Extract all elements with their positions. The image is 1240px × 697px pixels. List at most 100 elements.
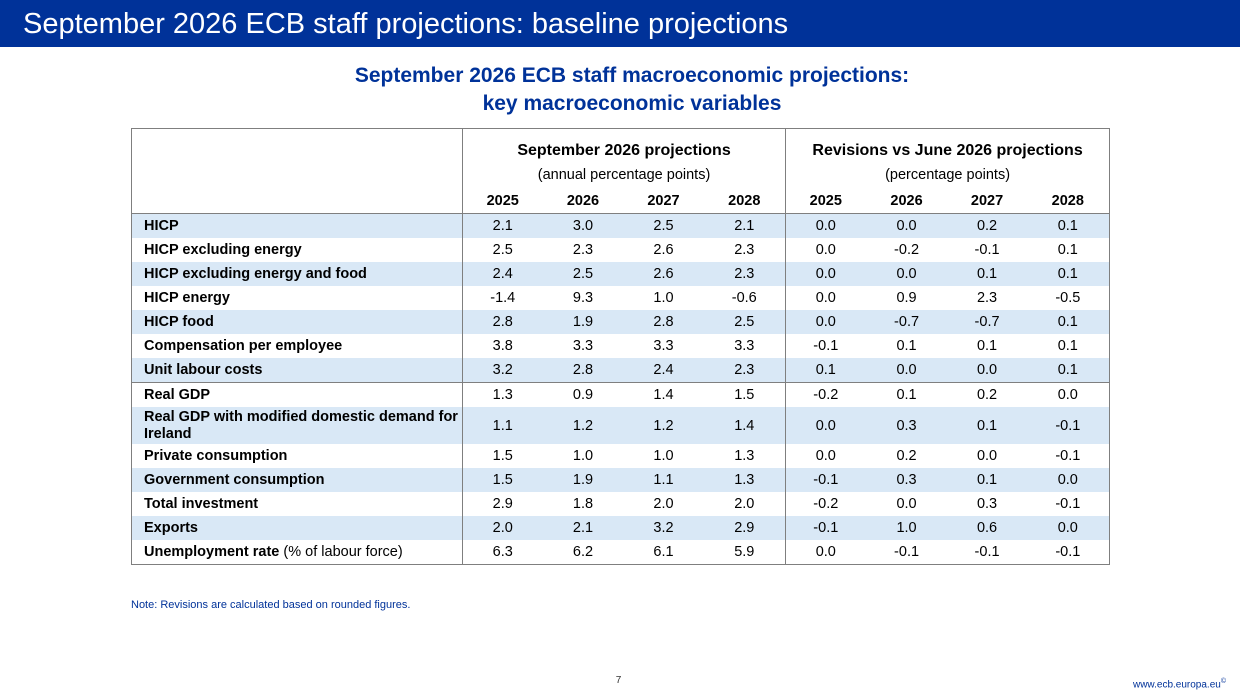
year-header-revisions-2025: 2025: [785, 189, 866, 214]
row-label: Private consumption: [131, 444, 463, 468]
row-label: Exports: [131, 516, 463, 540]
revision-value: 0.3: [865, 468, 948, 492]
revision-value: -0.1: [894, 544, 920, 560]
row-label-text: HICP excluding energy and food: [144, 265, 367, 282]
projection-value: 1.3: [734, 448, 755, 464]
projection-value: 6.1: [653, 544, 674, 560]
year-header-projections-2026: 2026: [542, 189, 624, 214]
row-label: HICP excluding energy: [131, 238, 463, 262]
row-label-text: Exports: [144, 519, 198, 536]
projection-value: 1.9: [542, 468, 624, 492]
projection-value: 3.2: [623, 516, 704, 540]
row-label-text: Unemployment rate: [144, 543, 280, 560]
projection-value: 1.5: [492, 448, 513, 464]
projection-value: 1.4: [623, 382, 704, 407]
revision-value: 0.1: [976, 338, 998, 354]
table-row: HICP energy -1.4 9.3 1.0 -0.6 0.0 0.9 2.3 -0.5: [131, 286, 1110, 310]
revision-value: 0.0: [785, 407, 866, 444]
row-label-text: HICP excluding energy: [144, 241, 302, 258]
projection-value: 2.8: [462, 310, 543, 334]
projection-value: 2.1: [703, 213, 786, 238]
row-label: Government consumption: [131, 468, 463, 492]
slide-header-bar: September 2026 ECB staff projections: ba…: [0, 0, 1240, 47]
projection-value: 2.3: [734, 242, 755, 258]
row-label-text: HICP: [144, 217, 179, 234]
revision-value: -0.1: [1055, 448, 1081, 464]
table-row: Real GDP with modified domestic demand f…: [131, 407, 1110, 444]
row-label-text: Government consumption: [144, 471, 325, 488]
projection-value: 1.0: [572, 448, 594, 464]
row-label-text: HICP energy: [144, 289, 230, 306]
projection-value: 3.3: [572, 338, 594, 354]
projection-value: 2.6: [653, 242, 674, 258]
group-header-revisions: Revisions vs June 2026 projections: [785, 128, 1110, 160]
revision-value: 0.0: [785, 286, 866, 310]
row-label: Unemployment rate (% of labour force): [131, 540, 463, 565]
projection-value: 1.3: [462, 382, 543, 407]
group-header-projections: September 2026 projections: [517, 142, 731, 159]
revision-value: 0.1: [1057, 242, 1078, 258]
revision-value: 0.1: [1057, 338, 1078, 354]
revision-value: 0.1: [1026, 262, 1110, 286]
projection-value: 1.2: [623, 407, 704, 444]
revision-value: 0.0: [785, 444, 866, 468]
revision-value: -0.7: [947, 310, 1027, 334]
revision-value: -0.1: [785, 468, 866, 492]
header-blank-cell: [131, 128, 463, 214]
projection-value: 1.4: [703, 407, 786, 444]
table-row: Total investment 2.9 1.8 2.0 2.0 -0.2 0.0 0.3 -0…: [131, 492, 1110, 516]
revision-value: 0.0: [865, 213, 948, 238]
revision-value: -0.1: [1026, 407, 1110, 444]
row-label-text: Real GDP: [144, 386, 211, 403]
projection-value: 2.3: [572, 242, 594, 258]
table-row: HICP excluding energy 2.5 2.3 2.6 2.3 0.0 -0.2…: [131, 238, 1110, 262]
projection-value: 3.3: [734, 338, 755, 354]
revision-value: 0.0: [785, 213, 866, 238]
projection-value: 2.5: [703, 310, 786, 334]
revision-value: 0.3: [976, 496, 998, 512]
projection-value: 2.8: [542, 358, 624, 383]
year-header-projections-2028: 2028: [703, 189, 786, 214]
projection-value: 1.1: [623, 468, 704, 492]
revision-value: -0.2: [894, 242, 920, 258]
row-label-unit-note: (% of labour force): [283, 543, 403, 560]
projection-value: 2.9: [703, 516, 786, 540]
revision-value: -0.1: [974, 544, 1000, 560]
projection-value: 1.5: [703, 382, 786, 407]
row-label: HICP excluding energy and food: [131, 262, 463, 286]
revision-value: -0.2: [785, 382, 866, 407]
row-label: Total investment: [131, 492, 463, 516]
revision-value: 0.0: [785, 540, 866, 565]
revision-value: 0.1: [1026, 358, 1110, 383]
projection-value: 1.5: [462, 468, 543, 492]
projection-value: 1.3: [703, 468, 786, 492]
row-label: HICP food: [131, 310, 463, 334]
projection-value: -0.6: [731, 290, 757, 306]
revision-value: -0.1: [785, 516, 866, 540]
page-number: 7: [615, 675, 622, 686]
projection-value: 2.0: [462, 516, 543, 540]
revision-value: 1.0: [865, 516, 948, 540]
revision-value: -0.2: [785, 492, 866, 516]
table-row: HICP food 2.8 1.9 2.8 2.5 0.0 -0.7 -0.7 0.1: [131, 310, 1110, 334]
projection-value: 2.8: [623, 310, 704, 334]
projection-value: 2.0: [734, 496, 755, 512]
table-row: HICP excluding energy and food 2.4 2.5 2.6 2…: [131, 262, 1110, 286]
revision-value: 0.2: [947, 213, 1027, 238]
table-row: Private consumption 1.5 1.0 1.0 1.3 0.0 0.2 0.0…: [131, 444, 1110, 468]
projection-value: 3.2: [462, 358, 543, 383]
table-row: Real GDP 1.3 0.9 1.4 1.5 -0.2 0.1 0.2 0.0: [131, 382, 1110, 407]
projection-value: 2.4: [623, 358, 704, 383]
ecb-website-link[interactable]: www.ecb.europa.eu©: [1133, 678, 1226, 690]
projection-value: 2.1: [462, 213, 543, 238]
projection-value: 1.0: [653, 290, 674, 306]
projection-value: 3.0: [542, 213, 624, 238]
revision-value: 0.9: [896, 290, 917, 306]
projection-value: 2.4: [462, 262, 543, 286]
revision-value: 0.0: [1026, 468, 1110, 492]
projection-value: 2.9: [492, 496, 513, 512]
revision-value: 0.0: [896, 496, 917, 512]
projection-value: 2.5: [492, 242, 513, 258]
projections-table: September 2026 projections Revisions vs …: [131, 128, 1111, 565]
projection-value: 1.1: [462, 407, 543, 444]
